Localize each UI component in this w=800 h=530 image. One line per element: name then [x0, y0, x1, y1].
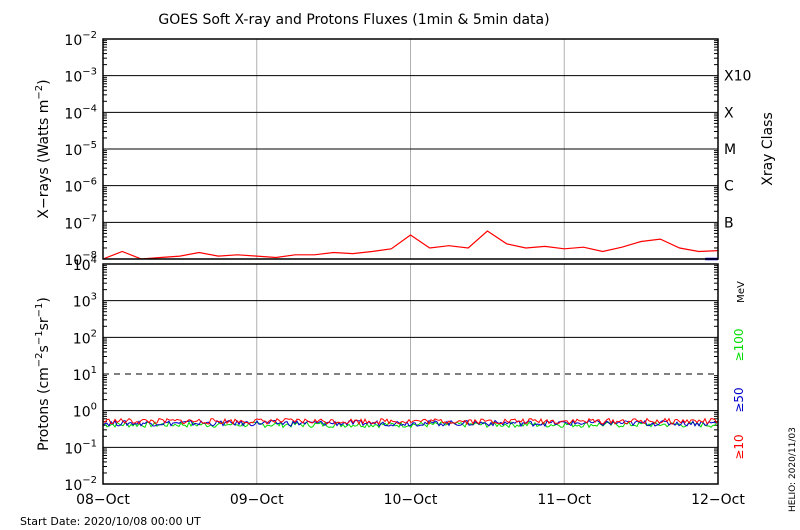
- xray-class-label: M: [724, 142, 736, 158]
- xray-series-line-0: [102, 230, 719, 260]
- xray-class-label: X10: [724, 69, 751, 85]
- x-tick-label: 11−Oct: [537, 492, 591, 508]
- xray-y-axis-label: X−rays (Watts m−2): [34, 79, 52, 218]
- xray-tick-label: 10−6: [64, 177, 97, 196]
- xray-class-label: X: [724, 105, 734, 121]
- proton-tick-label: 102: [73, 328, 97, 347]
- xray-class-label: C: [724, 179, 734, 195]
- proton-unit-label: MeV: [736, 281, 747, 303]
- proton-series-line-2: [102, 417, 718, 426]
- xray-tick-label: 10−5: [64, 140, 97, 159]
- x-tick-label: 09−Oct: [230, 492, 284, 508]
- proton-legend-label: ≥100: [732, 329, 746, 362]
- proton-legend-label: ≥10: [732, 434, 746, 459]
- xray-class-label: B: [724, 215, 734, 231]
- xray-tick-label: 10−4: [64, 103, 97, 122]
- proton-tick-label: 100: [73, 402, 97, 421]
- chart-title: GOES Soft X-ray and Protons Fluxes (1min…: [158, 12, 549, 28]
- proton-y-axis-label: Protons (cm−2s−1sr−1): [34, 297, 52, 451]
- xray-tick-label: 10−8: [64, 250, 97, 269]
- x-tick-label: 12−Oct: [691, 492, 745, 508]
- proton-tick-label: 101: [73, 365, 97, 384]
- proton-tick-label: 10−2: [64, 475, 97, 494]
- x-tick-label: 08−Oct: [76, 492, 130, 508]
- x-tick-label: 10−Oct: [384, 492, 438, 508]
- start-date: Start Date: 2020/10/08 00:00 UT: [20, 515, 201, 528]
- proton-panel: 104 103 102 101 100 10−1 10−2 Protons (cm−2s−1s…: [34, 255, 747, 494]
- x-axis-ticks: 08−Oct 09−Oct 10−Oct 11−Oct 12−Oct: [76, 492, 745, 508]
- helio-stamp: HELIO: 2020/11/03: [788, 427, 798, 512]
- xray-plot-frame: [102, 38, 719, 260]
- xray-class-axis-label: Xray Class: [760, 112, 776, 186]
- xray-tick-label: 10−2: [64, 30, 97, 49]
- proton-plot-frame: [102, 263, 719, 485]
- xray-tick-label: 10−3: [64, 67, 97, 86]
- xray-tick-label: 10−7: [64, 213, 97, 232]
- proton-legend-label: ≥50: [732, 387, 746, 412]
- proton-tick-label: 104: [73, 255, 97, 274]
- xray-panel: 10−2 10−3 10−4 10−5 10−6 10−7 10−8 X10 X M C B Xray …: [34, 30, 776, 269]
- proton-tick-label: 10−1: [64, 438, 97, 457]
- proton-tick-label: 103: [73, 292, 97, 311]
